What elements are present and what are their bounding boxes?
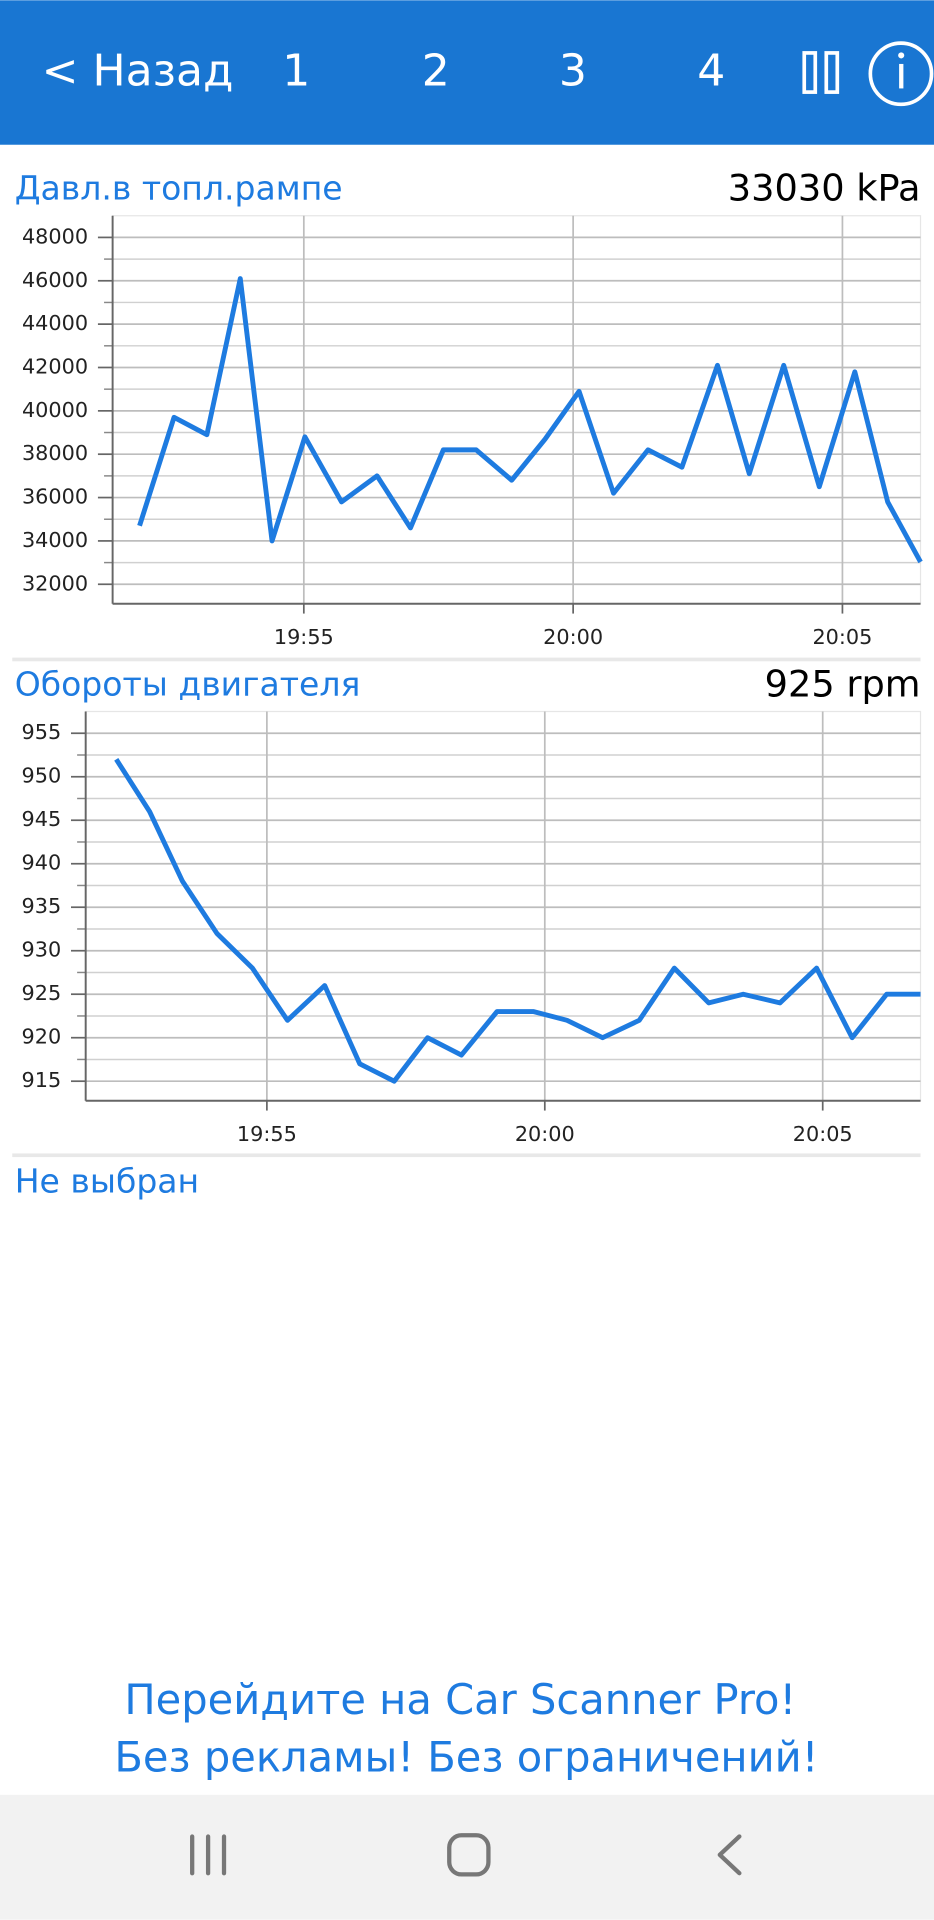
info-button[interactable] [868, 41, 934, 107]
y-tick-label: 32000 [22, 571, 88, 595]
recent-apps-button[interactable] [190, 1834, 227, 1876]
back-nav-button[interactable] [717, 1834, 742, 1876]
promo-text[interactable]: Без рекламы! Без ограничений! [114, 1733, 818, 1782]
separator [12, 1153, 921, 1158]
y-tick-label: 945 [22, 807, 62, 831]
app-bar [0, 0, 934, 145]
x-tick-label: 19:55 [237, 1122, 297, 1146]
pause-button[interactable] [802, 51, 840, 94]
tab[interactable]: 3 [559, 46, 587, 97]
y-tick-label: 38000 [22, 441, 88, 465]
tab[interactable]: 4 [697, 46, 725, 97]
plot-area [112, 215, 922, 605]
y-tick-label: 40000 [22, 398, 88, 422]
x-tick-label: 20:00 [543, 625, 603, 649]
nav-bar [0, 1794, 934, 1920]
x-tick-label: 20:05 [793, 1122, 853, 1146]
y-tick-label: 935 [22, 894, 62, 918]
chart-title: Давл.в топл.рампе [15, 169, 343, 208]
x-tick-label: 19:55 [274, 625, 334, 649]
y-tick-label: 930 [22, 938, 62, 962]
y-tick-label: 34000 [22, 528, 88, 552]
data-line [114, 758, 921, 1084]
home-button[interactable] [447, 1833, 491, 1877]
y-tick-label: 48000 [22, 224, 88, 248]
chart-title: Обороты двигателя [15, 664, 361, 703]
data-line [137, 276, 923, 564]
y-tick-label: 955 [22, 720, 62, 744]
y-tick-label: 925 [22, 981, 62, 1005]
current-value: 33030 kPa [728, 167, 921, 210]
x-tick-label: 20:05 [812, 625, 872, 649]
tab[interactable]: 1 [282, 46, 310, 97]
y-tick-label: 42000 [22, 354, 88, 378]
promo-text[interactable]: Перейдите на Car Scanner Pro! [124, 1675, 796, 1724]
separator [12, 657, 921, 662]
current-value: 925 rpm [765, 662, 921, 705]
y-tick-label: 920 [22, 1025, 62, 1049]
tab[interactable]: 2 [422, 46, 450, 97]
y-tick-label: 940 [22, 851, 62, 875]
y-tick-label: 950 [22, 764, 62, 788]
y-tick-label: 46000 [22, 268, 88, 292]
y-tick-label: 915 [22, 1068, 62, 1092]
back-button[interactable]: < Назад [42, 46, 234, 97]
y-tick-label: 36000 [22, 485, 88, 509]
plot-area [85, 710, 922, 1102]
x-tick-label: 20:00 [515, 1122, 575, 1146]
y-tick-label: 44000 [22, 311, 88, 335]
empty-slot[interactable]: Не выбран [15, 1161, 199, 1200]
